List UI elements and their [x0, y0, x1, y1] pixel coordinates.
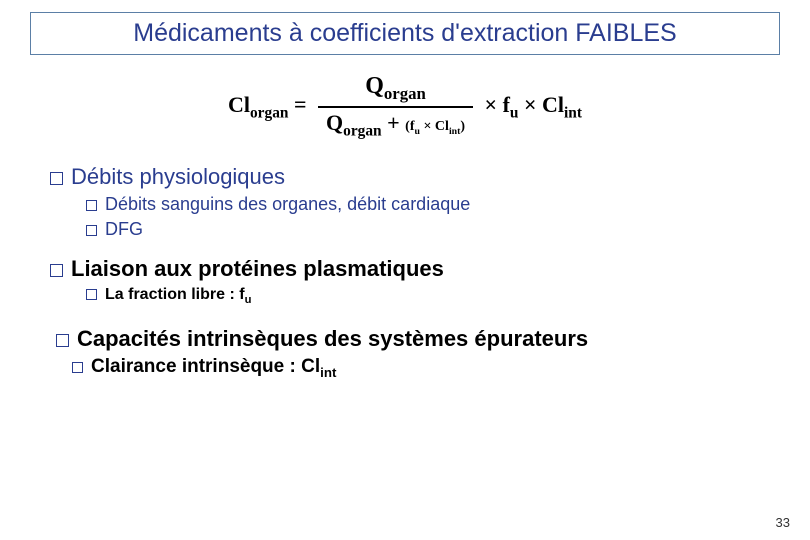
item-clairance-intrinseque: Clairance intrinsèque : Clint: [72, 356, 780, 380]
checkbox-icon: [72, 362, 83, 373]
item-text: Clairance intrinsèque : Clint: [91, 356, 336, 377]
formula-numerator: Qorgan: [318, 73, 473, 108]
item-capacites-intrinseques: Capacités intrinsèques des systèmes épur…: [56, 326, 780, 352]
item-text: Débits physiologiques: [71, 164, 285, 189]
item-debits-physiologiques: Débits physiologiques: [50, 164, 780, 190]
page-number: 33: [776, 515, 790, 530]
slide-title-box: Médicaments à coefficients d'extraction …: [30, 12, 780, 55]
slide-title: Médicaments à coefficients d'extraction …: [133, 19, 676, 47]
checkbox-icon: [50, 264, 63, 277]
item-text: DFG: [105, 219, 143, 239]
item-text: La fraction libre : fu: [105, 286, 251, 303]
checkbox-icon: [86, 225, 97, 236]
item-text: Liaison aux protéines plasmatiques: [71, 256, 444, 281]
item-dfg: DFG: [86, 219, 780, 240]
formula-clorgan: Clorgan = Qorgan Qorgan + (fu × Clint) ×…: [30, 73, 780, 140]
formula-denominator: Qorgan + (fu × Clint): [318, 108, 473, 140]
checkbox-icon: [86, 200, 97, 211]
item-fraction-libre: La fraction libre : fu: [86, 286, 780, 306]
checkbox-icon: [86, 289, 97, 300]
formula-fraction: Qorgan Qorgan + (fu × Clint): [318, 73, 473, 140]
formula-lhs: Clorgan: [228, 92, 288, 117]
item-text: Capacités intrinsèques des systèmes épur…: [77, 326, 588, 351]
checkbox-icon: [56, 334, 69, 347]
item-text: Débits sanguins des organes, débit cardi…: [105, 194, 470, 214]
checkbox-icon: [50, 172, 63, 185]
formula-eq: =: [294, 92, 312, 117]
item-liaison-proteines: Liaison aux protéines plasmatiques: [50, 256, 780, 282]
bullet-list: Débits physiologiques Débits sanguins de…: [50, 164, 780, 380]
formula-rhs: × fu × Clint: [485, 92, 582, 117]
item-debits-sanguins: Débits sanguins des organes, débit cardi…: [86, 194, 780, 215]
